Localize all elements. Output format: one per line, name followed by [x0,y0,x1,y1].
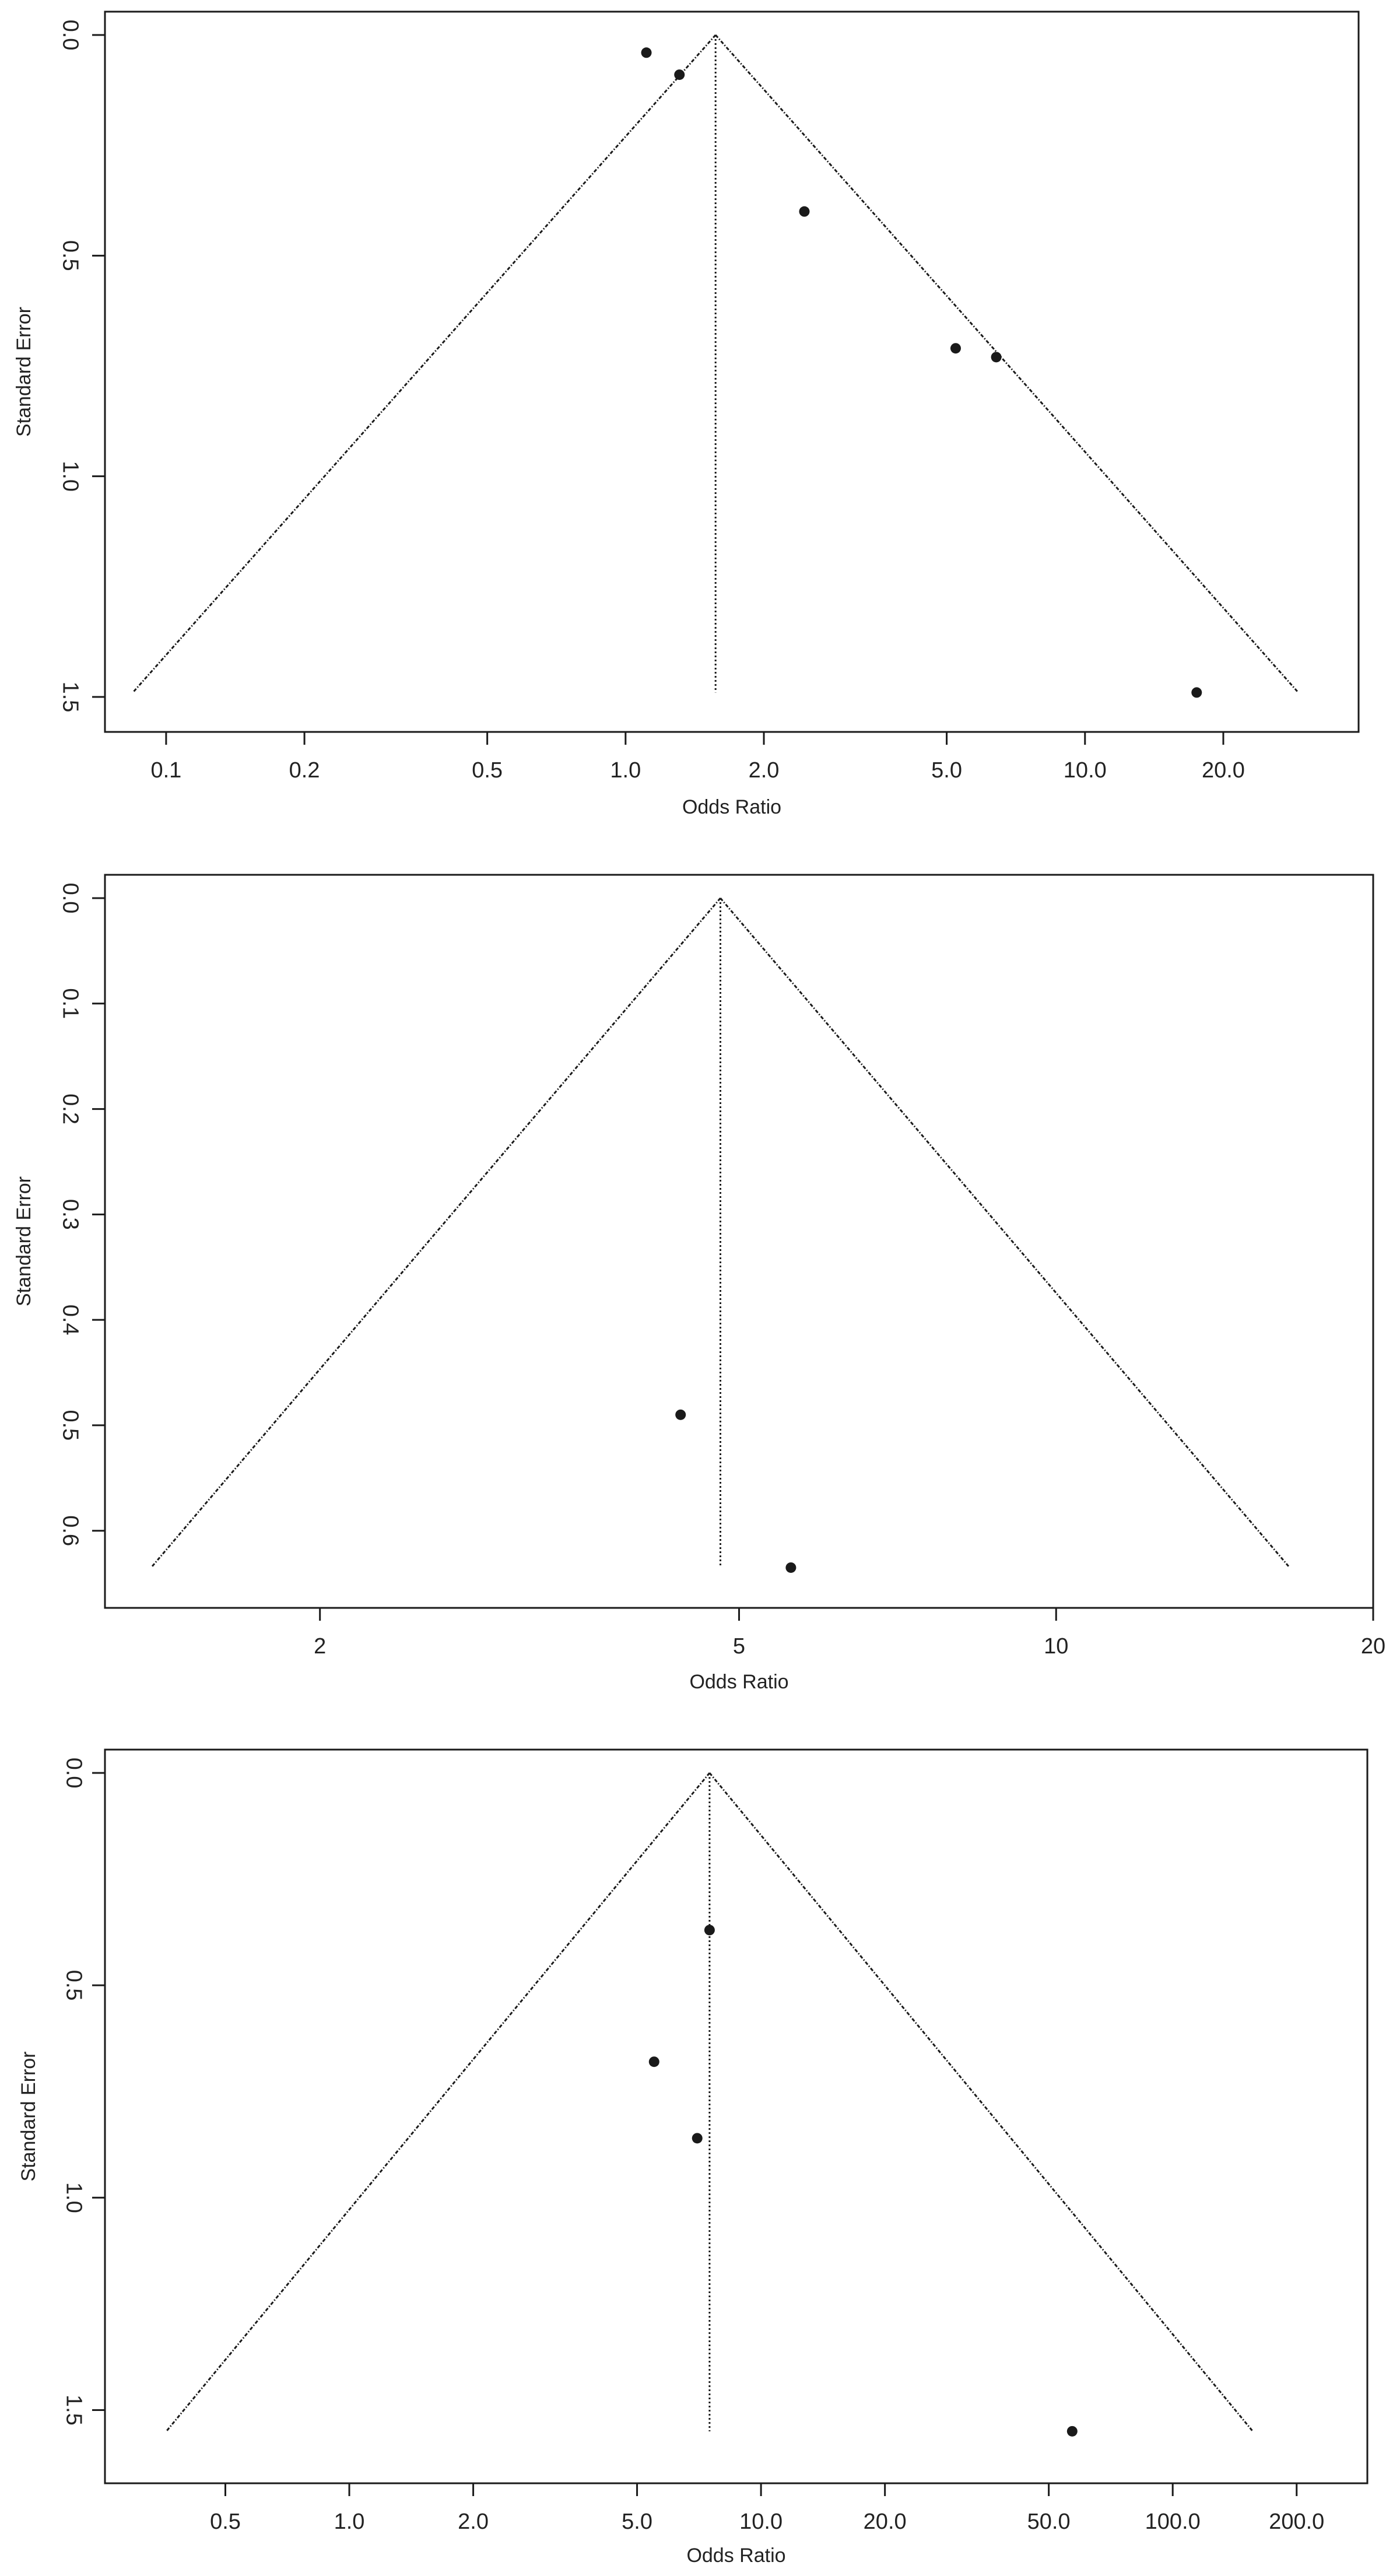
plot-2-y-tick-label-7: 0.6 [58,1515,83,1546]
plot-2-y-tick-label-2: 0.1 [58,988,83,1019]
plot-1-x-tick-label-1: 0.1 [150,758,181,783]
plot-1-x-tick-label-8: 20.0 [1202,758,1245,783]
plot-1-study-point-5 [991,352,1002,363]
plot-3-y-tick-label-1: 0.0 [62,1758,86,1789]
plot-2-y-axis-label: Standard Error [13,1176,35,1306]
plot-3-funnel-left-limit [166,1772,711,2432]
funnel-plot-1: 0.1 0.2 0.5 1.0 2.0 5.0 10.0 20.0 0.0 0.5 1.0 1.5 Od… [13,10,1360,818]
plot-1-study-point-3 [799,206,810,217]
plot-1-x-tick-label-5: 2.0 [749,758,780,783]
plot-2-study-point-1 [675,1409,686,1420]
plot-2-x-tick-label-3: 10 [1044,1634,1068,1659]
plot-3-y-axis-label: Standard Error [17,2052,40,2182]
plot-3-x-tick-label-7: 50.0 [1027,2510,1071,2534]
plot-3-x-tick-label-9: 200.0 [1269,2510,1324,2534]
plot-1-frame [104,10,1360,733]
plot-1-funnel-right-limit [715,34,1299,693]
plot-1-study-point-1 [641,47,652,58]
plot-1-study-point-2 [674,69,685,80]
plot-3-x-tick-label-8: 100.0 [1145,2510,1201,2534]
plot-2-x-axis-label: Odds Ratio [689,1671,788,1693]
plot-3-y-tick-label-3: 1.0 [62,2182,86,2213]
plot-2-y-tick-label-1: 0.0 [58,883,83,914]
plot-1-y-tick-label-2: 0.5 [58,240,83,271]
plot-1-y-tick-label-1: 0.0 [58,20,83,51]
plot-2-y-tick-label-6: 0.5 [58,1410,83,1441]
plot-3-x-tick-label-3: 2.0 [458,2510,489,2534]
plot-3-frame [104,1748,1369,2484]
funnel-plot-3: 0.5 1.0 2.0 5.0 10.0 20.0 50.0 100.0 200.0 0.0 0.5… [17,1748,1369,2567]
plot-1-study-point-4 [950,343,961,354]
plot-2-funnel-right-limit [720,898,1290,1568]
plot-1-y-tick-label-3: 1.0 [58,461,83,492]
plot-1-y-axis-label: Standard Error [13,307,35,437]
plot-2-study-point-2 [785,1562,796,1573]
plot-1-x-tick-label-2: 0.2 [289,758,320,783]
plot-3-x-tick-label-4: 5.0 [622,2510,652,2534]
plot-3-y-tick-label-4: 1.5 [62,2395,86,2426]
plot-1-x-tick-label-6: 5.0 [931,758,962,783]
plot-2-y-tick-label-4: 0.3 [58,1199,83,1230]
plot-1-y-tick-label-4: 1.5 [58,682,83,713]
plot-1-x-tick-label-4: 1.0 [610,758,641,783]
plot-2-y-tick-label-3: 0.2 [58,1094,83,1124]
plot-3-y-tick-label-2: 0.5 [62,1970,86,2001]
plot-1-x-tick-label-3: 0.5 [472,758,503,783]
plot-3-study-point-3 [692,2133,703,2144]
plot-3-study-point-2 [648,2056,659,2067]
plot-3-study-point-1 [704,1925,715,1936]
plot-1-funnel-left-limit [132,34,717,693]
plot-1-x-axis-label: Odds Ratio [682,796,781,818]
plot-3-funnel-right-limit [708,1772,1254,2432]
plot-2-x-tick-label-4: 20 [1361,1634,1385,1659]
plot-3-x-tick-label-1: 0.5 [210,2510,241,2534]
plot-3-x-axis-label: Odds Ratio [686,2545,785,2567]
funnel-plot-2: 2 5 10 20 0.0 0.1 0.2 0.3 0.4 0.5 0.6 Odds Ratio Sta… [13,874,1385,1693]
plot-2-y-tick-label-5: 0.4 [58,1305,83,1336]
plot-1-study-point-6 [1191,687,1202,698]
plot-2-x-tick-label-2: 5 [733,1634,745,1659]
plot-2-funnel-left-limit [150,898,721,1568]
plot-1-x-tick-label-7: 10.0 [1064,758,1107,783]
plot-3-x-tick-label-5: 10.0 [739,2510,783,2534]
plot-2-x-tick-label-1: 2 [314,1634,326,1659]
plot-3-study-point-4 [1066,2426,1078,2437]
plot-3-x-tick-label-2: 1.0 [334,2510,365,2534]
plot-3-x-tick-label-6: 20.0 [864,2510,907,2534]
